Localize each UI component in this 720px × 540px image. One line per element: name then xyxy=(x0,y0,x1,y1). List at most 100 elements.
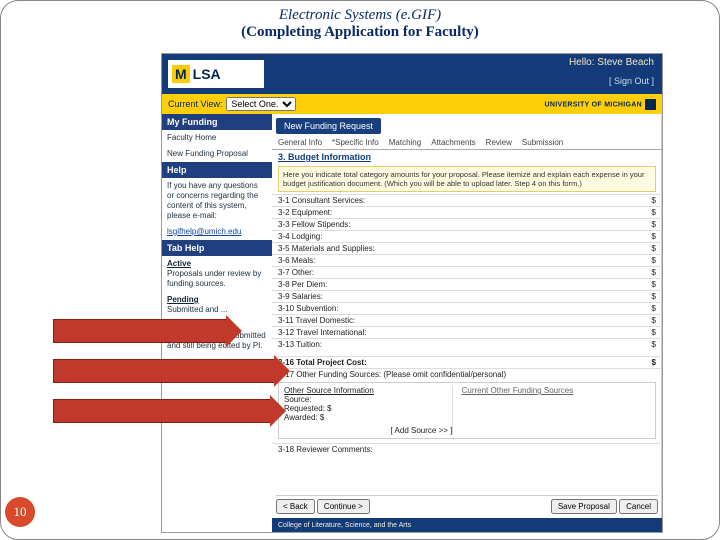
other-right-col: Current Other Funding Sources xyxy=(456,386,645,395)
row-value[interactable]: $ xyxy=(638,268,656,277)
row-value[interactable]: $ xyxy=(638,256,656,265)
budget-row: 3-9 Salaries:$ xyxy=(272,290,662,302)
other-left-heading: Other Source Information xyxy=(284,386,452,395)
budget-rows: 3-1 Consultant Services:$3-2 Equipment:$… xyxy=(272,194,662,350)
budget-row: 3-2 Equipment:$ xyxy=(272,206,662,218)
sidebar-box3-title: Tab Help xyxy=(162,240,272,256)
university-label: UNIVERSITY OF MICHIGAN xyxy=(545,99,656,110)
hello-text: Hello: Steve Beach xyxy=(569,57,654,68)
help-email-link[interactable]: lsgifhelp@umich.edu xyxy=(167,227,241,236)
budget-row: 3-3 Fellow Stipends:$ xyxy=(272,218,662,230)
row-label: 3-9 Salaries: xyxy=(278,292,638,301)
app-footer: College of Literature, Science, and the … xyxy=(272,518,662,532)
row-value[interactable]: $ xyxy=(638,220,656,229)
logo-text: LSA xyxy=(193,66,221,82)
section-heading: 3. Budget Information xyxy=(272,150,662,164)
help-text: If you have any questions or concerns re… xyxy=(162,178,272,224)
block-m-icon xyxy=(645,99,656,110)
other-funding-label: 3-17 Other Funding Sources: (Please omit… xyxy=(278,370,656,379)
active-heading: Active xyxy=(167,259,191,268)
row-value[interactable]: $ xyxy=(638,328,656,337)
row-label: 3-7 Other: xyxy=(278,268,638,277)
sidebar-box1-title: My Funding xyxy=(162,114,272,130)
budget-row: 3-6 Meals:$ xyxy=(272,254,662,266)
other-left-col: Other Source Information Source: Request… xyxy=(284,386,453,435)
budget-row: 3-11 Travel Domestic:$ xyxy=(272,314,662,326)
save-button[interactable]: Save Proposal xyxy=(551,499,617,514)
main-panel: New Funding Request General Info *Specif… xyxy=(272,114,662,532)
reviewer-row: 3-18 Reviewer Comments: xyxy=(272,443,662,455)
sidebar-item[interactable]: Faculty Home xyxy=(162,130,272,146)
tab-attachments[interactable]: Attachments xyxy=(431,138,475,147)
row-label: 3-11 Travel Domestic: xyxy=(278,316,638,325)
other-funding-box: Other Source Information Source: Request… xyxy=(278,382,656,439)
total-value: $ xyxy=(638,358,656,367)
info-note: Here you indicate total category amounts… xyxy=(278,166,656,192)
row-label: 3-13 Tuition: xyxy=(278,340,638,349)
callout-arrow-3 xyxy=(53,399,271,423)
app-header: M LSA Hello: Steve Beach [ Sign Out ] xyxy=(162,54,662,94)
row-value[interactable]: $ xyxy=(638,244,656,253)
tab-strip: General Info *Specific Info Matching Att… xyxy=(272,134,662,150)
title-line2: (Completing Application for Faculty) xyxy=(241,24,479,40)
row-label: 3-6 Meals: xyxy=(278,256,638,265)
back-button[interactable]: < Back xyxy=(276,499,315,514)
sidebar-box2-title: Help xyxy=(162,162,272,178)
row-value[interactable]: $ xyxy=(638,208,656,217)
continue-button[interactable]: Continue > xyxy=(317,499,370,514)
active-text: Proposals under review by funding source… xyxy=(167,269,261,288)
row-label: 3-10 Subvention: xyxy=(278,304,638,313)
tab-review[interactable]: Review xyxy=(486,138,512,147)
pending-heading: Pending xyxy=(167,295,199,304)
row-label: 3-3 Fellow Stipends: xyxy=(278,220,638,229)
row-label: 3-12 Travel International: xyxy=(278,328,638,337)
yellow-bar: Current View: Select One... UNIVERSITY O… xyxy=(162,94,662,114)
row-value[interactable]: $ xyxy=(638,232,656,241)
signout-link[interactable]: [ Sign Out ] xyxy=(609,76,654,86)
other-right-heading: Current Other Funding Sources xyxy=(462,386,645,395)
pending-text: Submitted and ... xyxy=(167,305,227,314)
row-label: 3-5 Materials and Supplies: xyxy=(278,244,638,253)
tab-submission[interactable]: Submission xyxy=(522,138,563,147)
tab-general[interactable]: General Info xyxy=(278,138,322,147)
total-label: 3-16 Total Project Cost: xyxy=(278,358,638,367)
logo-m: M xyxy=(172,65,190,83)
slide-title: Electronic Systems (e.GIF) (Completing A… xyxy=(1,7,719,41)
view-select[interactable]: Select One... xyxy=(226,97,296,111)
tab-matching[interactable]: Matching xyxy=(389,138,421,147)
row-label: 3-4 Lodging: xyxy=(278,232,638,241)
budget-row: 3-13 Tuition:$ xyxy=(272,338,662,350)
tab-specific[interactable]: *Specific Info xyxy=(332,138,379,147)
budget-row: 3-12 Travel International:$ xyxy=(272,326,662,338)
row-value[interactable]: $ xyxy=(638,292,656,301)
row-value[interactable]: $ xyxy=(638,316,656,325)
row-label: 3-2 Equipment: xyxy=(278,208,638,217)
awarded-field[interactable]: Awarded: $ xyxy=(284,413,452,422)
budget-row: 3-10 Subvention:$ xyxy=(272,302,662,314)
row-value[interactable]: $ xyxy=(638,340,656,349)
cancel-button[interactable]: Cancel xyxy=(619,499,658,514)
source-field[interactable]: Source: xyxy=(284,395,452,404)
requested-field[interactable]: Requested: $ xyxy=(284,404,452,413)
row-value[interactable]: $ xyxy=(638,280,656,289)
sidebar-item[interactable]: New Funding Proposal xyxy=(162,146,272,162)
slide: Electronic Systems (e.GIF) (Completing A… xyxy=(0,0,720,540)
budget-row: 3-1 Consultant Services:$ xyxy=(272,194,662,206)
row-label: 3-8 Per Diem: xyxy=(278,280,638,289)
page-number: 10 xyxy=(5,497,35,527)
title-line1: Electronic Systems (e.GIF) xyxy=(279,7,441,23)
row-value[interactable]: $ xyxy=(638,304,656,313)
row-label: 3-1 Consultant Services: xyxy=(278,196,638,205)
budget-row: 3-8 Per Diem:$ xyxy=(272,278,662,290)
budget-row: 3-4 Lodging:$ xyxy=(272,230,662,242)
total-row: 3-16 Total Project Cost: $ xyxy=(272,356,662,368)
callout-arrow-2 xyxy=(53,359,275,383)
add-source-button[interactable]: [ Add Source >> ] xyxy=(391,426,453,435)
current-view-label: Current View: xyxy=(168,99,222,109)
budget-row: 3-5 Materials and Supplies:$ xyxy=(272,242,662,254)
request-tab[interactable]: New Funding Request xyxy=(276,118,381,134)
callout-arrow-1 xyxy=(53,319,227,343)
row-value[interactable]: $ xyxy=(638,196,656,205)
reviewer-label: 3-18 Reviewer Comments: xyxy=(278,445,656,454)
app-screenshot: M LSA Hello: Steve Beach [ Sign Out ] Cu… xyxy=(161,53,663,533)
